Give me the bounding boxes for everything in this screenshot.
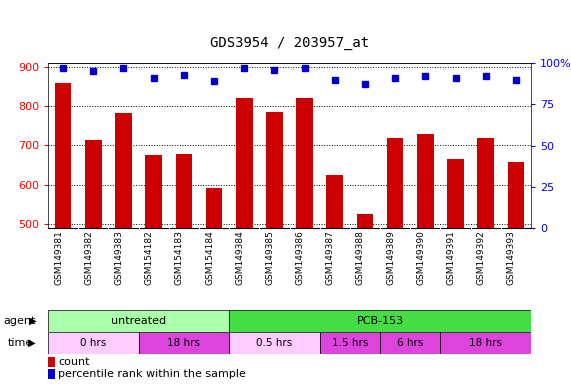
Text: agent: agent [4, 316, 36, 326]
Text: GSM149386: GSM149386 [296, 230, 304, 285]
Text: percentile rank within the sample: percentile rank within the sample [58, 369, 246, 379]
Text: GSM149381: GSM149381 [54, 230, 63, 285]
FancyBboxPatch shape [229, 310, 531, 332]
Bar [55, 83, 71, 384]
Bar [85, 140, 102, 384]
Text: GSM154182: GSM154182 [144, 230, 154, 285]
Text: ▶: ▶ [26, 316, 37, 326]
Text: 0 hrs: 0 hrs [80, 338, 106, 348]
FancyBboxPatch shape [48, 332, 139, 354]
Text: GSM149393: GSM149393 [507, 230, 516, 285]
Bar [508, 162, 524, 384]
Text: PCB-153: PCB-153 [356, 316, 404, 326]
Bar [175, 154, 192, 384]
Text: time: time [7, 338, 33, 348]
Bar [327, 175, 343, 384]
Text: count: count [58, 357, 90, 367]
Text: 18 hrs: 18 hrs [167, 338, 200, 348]
Bar [296, 98, 313, 384]
Text: ▶: ▶ [25, 338, 35, 348]
Bar [236, 98, 252, 384]
Bar [48, 357, 55, 367]
Bar [447, 159, 464, 384]
FancyBboxPatch shape [48, 310, 229, 332]
Bar [206, 188, 222, 384]
Bar [477, 138, 494, 384]
Bar [357, 214, 373, 384]
FancyBboxPatch shape [440, 332, 531, 354]
Bar [266, 112, 283, 384]
FancyBboxPatch shape [229, 332, 320, 354]
Text: GSM149388: GSM149388 [356, 230, 365, 285]
Text: 6 hrs: 6 hrs [397, 338, 424, 348]
Text: 0.5 hrs: 0.5 hrs [256, 338, 292, 348]
Text: GSM149389: GSM149389 [386, 230, 395, 285]
Text: GSM149392: GSM149392 [477, 230, 486, 285]
Text: GSM149390: GSM149390 [416, 230, 425, 285]
Text: GSM149384: GSM149384 [235, 230, 244, 285]
Text: GSM149382: GSM149382 [85, 230, 93, 285]
Bar [48, 369, 55, 379]
Bar [387, 138, 404, 384]
Bar [115, 113, 132, 384]
Text: 1.5 hrs: 1.5 hrs [332, 338, 368, 348]
Bar [146, 155, 162, 384]
FancyBboxPatch shape [139, 332, 229, 354]
Text: 18 hrs: 18 hrs [469, 338, 502, 348]
Text: GDS3954 / 203957_at: GDS3954 / 203957_at [210, 36, 369, 50]
Text: untreated: untreated [111, 316, 166, 326]
Bar [417, 134, 433, 384]
Text: GSM149391: GSM149391 [447, 230, 456, 285]
Text: GSM149385: GSM149385 [266, 230, 275, 285]
Text: GSM154184: GSM154184 [205, 230, 214, 285]
Text: GSM154183: GSM154183 [175, 230, 184, 285]
Text: GSM149383: GSM149383 [114, 230, 123, 285]
FancyBboxPatch shape [320, 332, 380, 354]
Text: GSM149387: GSM149387 [326, 230, 335, 285]
FancyBboxPatch shape [380, 332, 440, 354]
